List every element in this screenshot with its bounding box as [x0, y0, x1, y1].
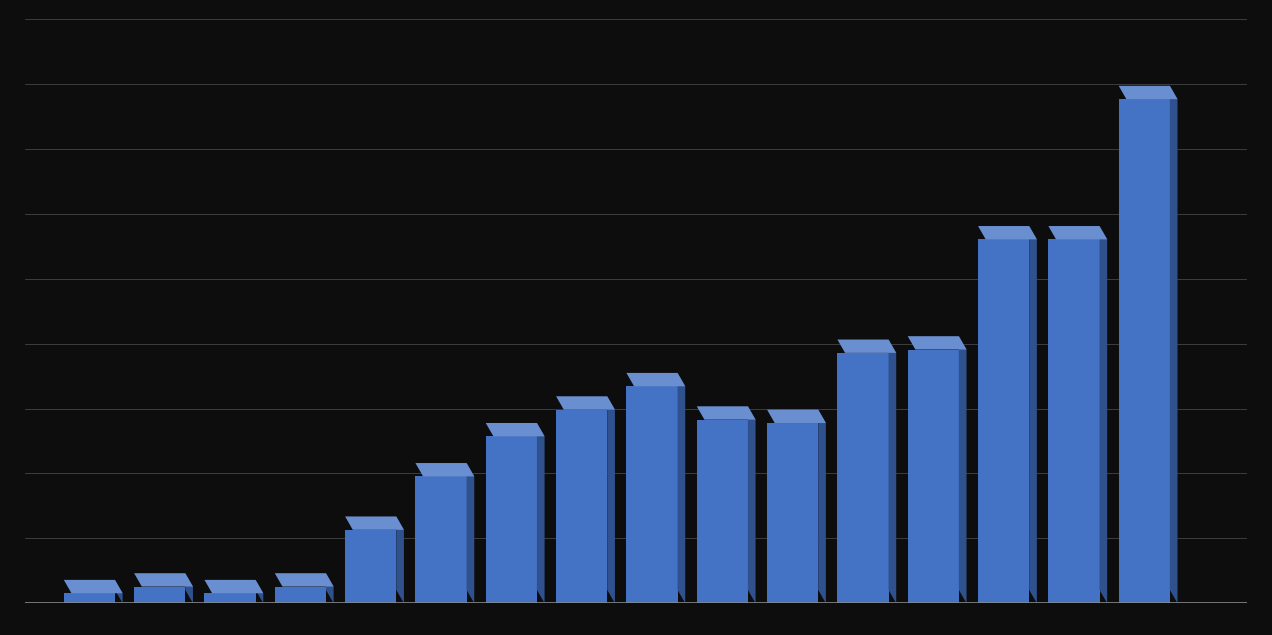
Polygon shape	[767, 410, 826, 423]
Bar	[837, 353, 889, 603]
Polygon shape	[748, 406, 756, 603]
Bar	[134, 587, 186, 603]
Polygon shape	[889, 340, 897, 603]
Polygon shape	[326, 573, 333, 603]
Polygon shape	[64, 580, 122, 593]
Bar	[486, 436, 537, 603]
Polygon shape	[1170, 86, 1178, 603]
Bar	[205, 593, 256, 603]
Bar	[556, 410, 607, 603]
Bar	[64, 593, 114, 603]
Bar	[767, 423, 818, 603]
Polygon shape	[959, 336, 967, 603]
Polygon shape	[467, 463, 474, 603]
Bar	[697, 420, 748, 603]
Bar	[908, 349, 959, 603]
Polygon shape	[607, 396, 614, 603]
Bar	[1118, 99, 1170, 603]
Bar	[345, 530, 397, 603]
Polygon shape	[978, 226, 1037, 239]
Polygon shape	[134, 573, 193, 587]
Polygon shape	[205, 580, 263, 593]
Polygon shape	[397, 516, 404, 603]
Polygon shape	[186, 573, 193, 603]
Bar	[275, 587, 326, 603]
Polygon shape	[1099, 226, 1107, 603]
Polygon shape	[678, 373, 686, 603]
Polygon shape	[837, 340, 897, 353]
Bar	[978, 239, 1029, 603]
Polygon shape	[416, 463, 474, 476]
Polygon shape	[345, 516, 404, 530]
Polygon shape	[256, 580, 263, 603]
Polygon shape	[275, 573, 333, 587]
Polygon shape	[1118, 86, 1178, 99]
Bar	[626, 386, 678, 603]
Polygon shape	[908, 336, 967, 349]
Polygon shape	[697, 406, 756, 420]
Bar	[416, 476, 467, 603]
Polygon shape	[114, 580, 122, 603]
Polygon shape	[556, 396, 614, 410]
Polygon shape	[537, 423, 544, 603]
Polygon shape	[626, 373, 686, 386]
Polygon shape	[818, 410, 826, 603]
Bar	[1048, 239, 1099, 603]
Polygon shape	[486, 423, 544, 436]
Polygon shape	[1048, 226, 1107, 239]
Polygon shape	[1029, 226, 1037, 603]
